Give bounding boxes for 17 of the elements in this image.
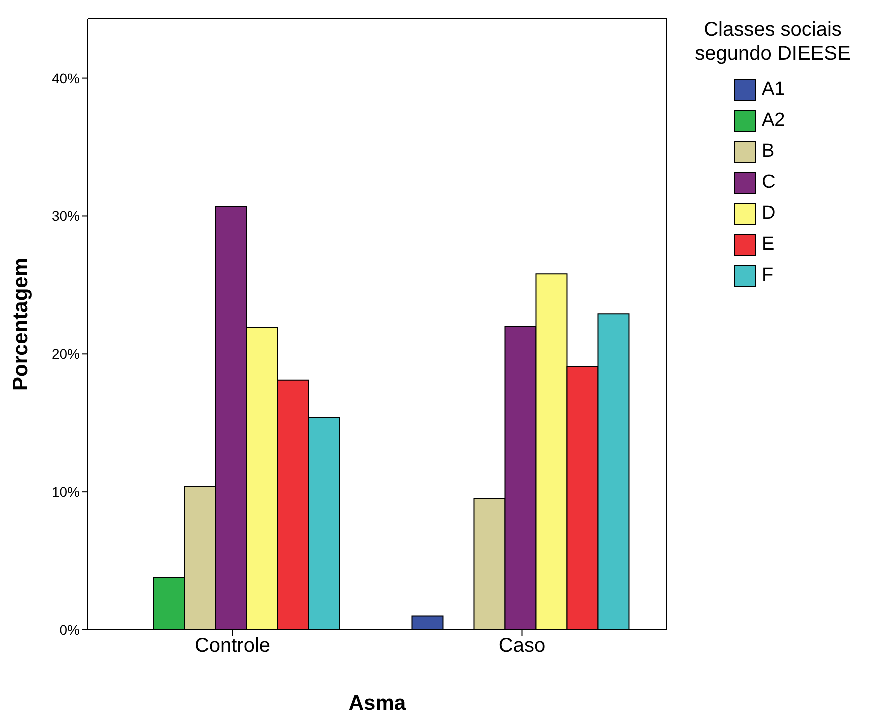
legend-label: E xyxy=(762,234,775,256)
x-tick-label: Caso xyxy=(498,635,546,658)
x-axis-title: Asma xyxy=(348,692,406,715)
legend-label: A2 xyxy=(762,110,786,132)
legend-title: Classes sociais segundo DIEESE xyxy=(694,18,852,66)
legend-label: F xyxy=(762,264,774,286)
y-tick-label: 0% xyxy=(60,622,80,638)
y-tick-label: 30% xyxy=(52,208,80,224)
legend-label: D xyxy=(762,202,776,224)
legend-label: B xyxy=(762,140,775,162)
legend-label: A1 xyxy=(762,78,786,100)
legend-label: C xyxy=(762,172,776,194)
y-axis-title: Porcentagem xyxy=(9,258,32,392)
y-tick-label: 20% xyxy=(52,346,80,362)
y-tick-label: 10% xyxy=(52,484,80,500)
x-tick-label: Controle xyxy=(194,635,271,658)
y-tick-label: 40% xyxy=(52,70,80,86)
